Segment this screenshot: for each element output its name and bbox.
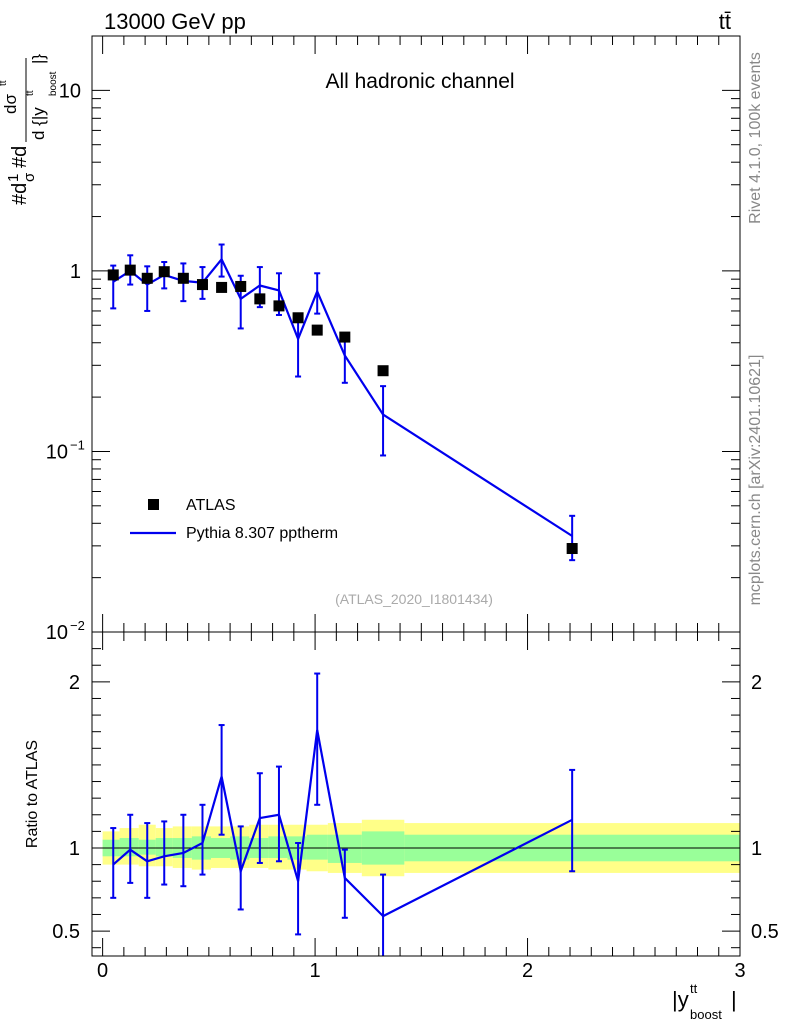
data-point [273,300,285,312]
ratio-xtick-label: 3 [734,960,745,982]
ratio-ytick-label-right: 2 [751,672,762,694]
energy-label: 13000 GeV pp [104,9,246,34]
legend: ATLAS Pythia 8.307 pptherm [130,497,338,542]
data-point [216,281,228,293]
ratio-ytick-label-right: 1 [751,838,762,860]
ratio-xtick-label: 2 [522,960,533,982]
analysis-id: (ATLAS_2020_I1801434) [335,591,493,607]
process-label: tt̄ [719,9,731,34]
xlabel-open: |y [672,987,689,1012]
ratio-xtick-label: 0 [97,960,108,982]
ratio-band-inner [268,836,288,858]
main-ytick-exponent: −1 [70,437,85,452]
main-ylabel: #d 1 σ #d dσ tt d {|y tt boost |} [0,54,59,205]
main-ytick-label: 10 [46,441,68,463]
data-point [566,543,578,555]
data-point [158,266,170,278]
xlabel-sup: tt [690,981,698,996]
legend-label-atlas: ATLAS [186,497,236,514]
data-point [124,264,136,276]
xlabel-sub: boost [690,1007,722,1022]
data-point [177,272,189,284]
main-title: All hadronic channel [325,70,514,93]
xlabel-close: | [731,987,737,1012]
ratio-ytick-label-left: 1 [69,838,80,860]
ylabel-dsigma-sup: tt [0,80,9,86]
ylabel-sigma: σ [21,172,38,182]
rivet-label: Rivet 4.1.0, 100k events [747,52,764,224]
main-ytick-label: 10 [59,80,81,102]
ylabel-one: 1 [5,174,22,182]
data-point [377,365,389,377]
main-ytick-label: 1 [70,261,81,283]
ratio-ytick-label-left: 2 [69,672,80,694]
data-point [235,280,247,292]
ratio-ytick-label-left: 0.5 [52,921,80,943]
data-point [107,269,119,281]
ylabel-hash-d1: #d [9,183,31,205]
data-point [254,293,266,305]
legend-label-mc: Pythia 8.307 pptherm [186,525,338,542]
mcplots-label: mcplots.cern.ch [arXiv:2401.10621] [747,355,764,606]
ylabel-close: |} [29,54,48,64]
data-point [339,331,351,343]
ylabel-dy-sup: tt [25,90,36,96]
data-point [196,279,208,291]
data-point [141,272,153,284]
main-ytick-label: 10 [46,622,68,644]
ratio-panel: 0.5 0.5 1 1 2 2 0 1 2 3 Ratio to ATLAS |y tt boos… [24,631,779,1022]
ylabel-dsigma: dσ [1,94,20,114]
ratio-xtick-label: 1 [310,960,321,982]
ylabel-hash-d2: #d [9,146,31,168]
xlabel: |y tt boost | [672,981,737,1022]
ylabel-dy-sub: boost [48,71,59,96]
ratio-band-inner [306,834,328,860]
legend-marker-atlas [148,499,159,510]
main-panel: All hadronic channel (ATLAS_2020_I180143… [0,35,741,644]
data-point [292,312,304,324]
ratio-ylabel: Ratio to ATLAS [24,740,41,848]
ylabel-dy: d {|y [29,107,48,140]
main-ytick-exponent: −2 [70,618,85,633]
data-point [311,324,323,336]
ratio-ytick-label-right: 0.5 [751,921,779,943]
ratio-frame [91,631,741,957]
